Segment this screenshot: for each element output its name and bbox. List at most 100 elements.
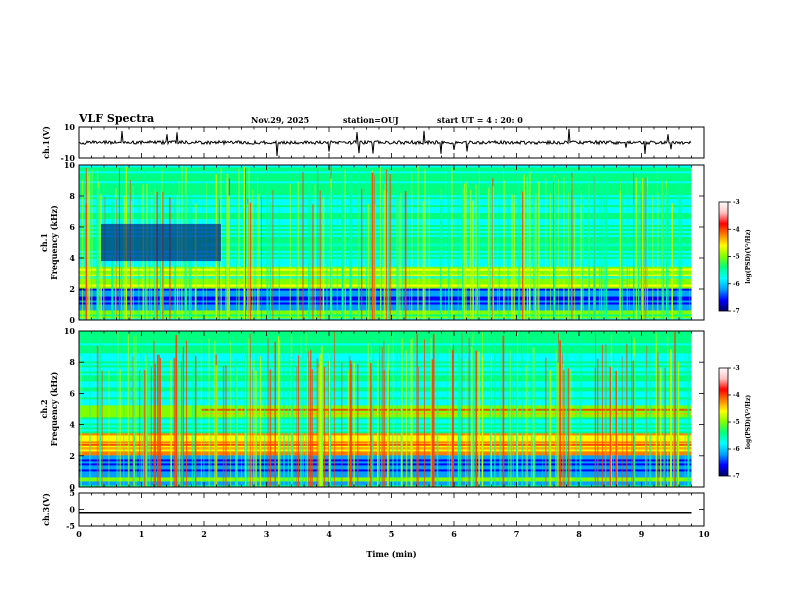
chart-title: VLF Spectra bbox=[79, 112, 155, 125]
spectrogram-band bbox=[79, 397, 692, 400]
spectrogram-band bbox=[79, 166, 692, 170]
spectrogram-band bbox=[79, 351, 692, 354]
spectrogram-band bbox=[79, 483, 692, 486]
y-tick-label: 8 bbox=[69, 357, 75, 367]
spectrogram-band bbox=[79, 371, 692, 374]
spectrogram-band bbox=[79, 429, 692, 432]
spectrogram-band bbox=[79, 365, 692, 368]
y-tick-label: 6 bbox=[69, 222, 75, 232]
spectrogram-band bbox=[79, 178, 692, 182]
spectrogram-band bbox=[79, 445, 692, 448]
x-tick-label: 3 bbox=[264, 529, 270, 539]
colorbar-tick-label: -7 bbox=[733, 308, 740, 315]
x-axis-label: Time (min) bbox=[366, 549, 416, 559]
y-tick-label: 4 bbox=[69, 420, 75, 430]
start-ut-label: start UT = 4 : 20: 0 bbox=[437, 115, 523, 125]
spectrogram-band bbox=[79, 355, 692, 358]
spectrogram-band bbox=[79, 441, 692, 444]
y-tick-label: -10 bbox=[61, 153, 76, 163]
spectrogram-band bbox=[79, 427, 692, 430]
spectrogram-band bbox=[79, 417, 692, 420]
spectrogram-band bbox=[79, 481, 692, 484]
ch2-freq-ylabel: Frequency (kHz) bbox=[49, 371, 59, 446]
spectrogram-band bbox=[79, 425, 692, 428]
spectrogram-band bbox=[79, 393, 692, 396]
x-tick-label: 5 bbox=[389, 529, 395, 539]
spectrogram-band bbox=[79, 349, 692, 352]
spectrogram-band bbox=[79, 415, 692, 418]
x-tick-label: 0 bbox=[76, 529, 82, 539]
spectrogram-band bbox=[79, 399, 692, 402]
spectrogram-band bbox=[79, 369, 692, 372]
spectrogram-band bbox=[79, 453, 692, 456]
spectrogram-band bbox=[79, 363, 692, 366]
colorbar-label: log(PSD)(V²/Hz) bbox=[745, 395, 752, 450]
colorbar-tick-label: -5 bbox=[733, 254, 740, 261]
ch3-wave-ylabel: ch.3(V) bbox=[41, 493, 51, 526]
station-label: station=OUJ bbox=[343, 115, 399, 125]
spectrogram-band bbox=[79, 471, 692, 474]
spectrogram-band bbox=[79, 375, 692, 378]
x-tick-label: 8 bbox=[576, 529, 582, 539]
y-tick-label: 10 bbox=[64, 160, 76, 170]
x-tick-label: 9 bbox=[639, 529, 645, 539]
spectrogram-band bbox=[79, 477, 692, 480]
spectrogram-band bbox=[79, 381, 692, 384]
spectrogram-band bbox=[79, 401, 692, 404]
spectrogram-band bbox=[79, 389, 692, 392]
y-tick-label: 10 bbox=[64, 326, 76, 336]
spectrogram-band bbox=[79, 353, 692, 356]
spectrogram-band bbox=[79, 395, 692, 398]
spectrogram-band bbox=[79, 455, 692, 458]
spectrogram-band bbox=[79, 345, 692, 348]
spectrogram-band bbox=[79, 403, 692, 406]
x-tick-label: 6 bbox=[451, 529, 457, 539]
spectrogram-band bbox=[79, 421, 692, 424]
spectrogram-band bbox=[79, 385, 692, 388]
spectrogram-band bbox=[79, 357, 692, 360]
spectrogram-band bbox=[79, 479, 692, 482]
spectrogram-band bbox=[79, 170, 692, 174]
spectrogram-band bbox=[79, 459, 692, 462]
colorbar-tick-label: -4 bbox=[733, 226, 740, 233]
colorbar-tick-label: -6 bbox=[733, 281, 740, 288]
spectrogram-band bbox=[79, 343, 692, 346]
spectrogram-band bbox=[79, 457, 692, 460]
spectrogram-band bbox=[79, 377, 692, 380]
spectrogram-band bbox=[79, 473, 692, 476]
spectrogram-band bbox=[79, 333, 692, 336]
y-tick-label: 4 bbox=[69, 253, 75, 263]
spectrogram-band bbox=[79, 335, 692, 338]
date-label: Nov.29, 2025 bbox=[251, 115, 310, 125]
y-tick-label: -5 bbox=[66, 521, 75, 531]
spectrogram-band bbox=[79, 347, 692, 350]
y-tick-label: 5 bbox=[69, 488, 75, 498]
colorbar-tick-label: -7 bbox=[733, 473, 740, 480]
colorbar-tick-label: -3 bbox=[733, 365, 740, 372]
y-tick-label: 0 bbox=[69, 482, 75, 492]
spectrogram-band bbox=[79, 435, 692, 438]
spectrogram-band bbox=[79, 461, 692, 464]
spectrogram-band bbox=[79, 411, 692, 414]
y-tick-label: 0 bbox=[69, 505, 75, 515]
x-tick-label: 7 bbox=[514, 529, 520, 539]
spectrogram-band bbox=[79, 339, 692, 342]
y-tick-label: 6 bbox=[69, 388, 75, 398]
spectrogram-band bbox=[79, 379, 692, 382]
y-tick-label: 10 bbox=[64, 122, 76, 132]
spectrogram-band bbox=[79, 469, 692, 472]
spectrogram-band bbox=[79, 337, 692, 340]
spectrogram-band bbox=[79, 485, 692, 488]
spectrogram-band bbox=[79, 407, 692, 410]
spectrogram-band bbox=[79, 449, 692, 452]
spectrogram-band bbox=[79, 361, 692, 364]
colorbar-tick-label: -6 bbox=[733, 446, 740, 453]
spectrogram-band bbox=[79, 475, 692, 478]
spectrogram-band bbox=[79, 433, 692, 436]
colorbar-1 bbox=[718, 201, 729, 312]
x-tick-label: 1 bbox=[139, 529, 145, 539]
colorbar-tick-label: -4 bbox=[733, 392, 740, 399]
spectrogram-band bbox=[79, 439, 692, 442]
spectrogram-band bbox=[79, 467, 692, 470]
